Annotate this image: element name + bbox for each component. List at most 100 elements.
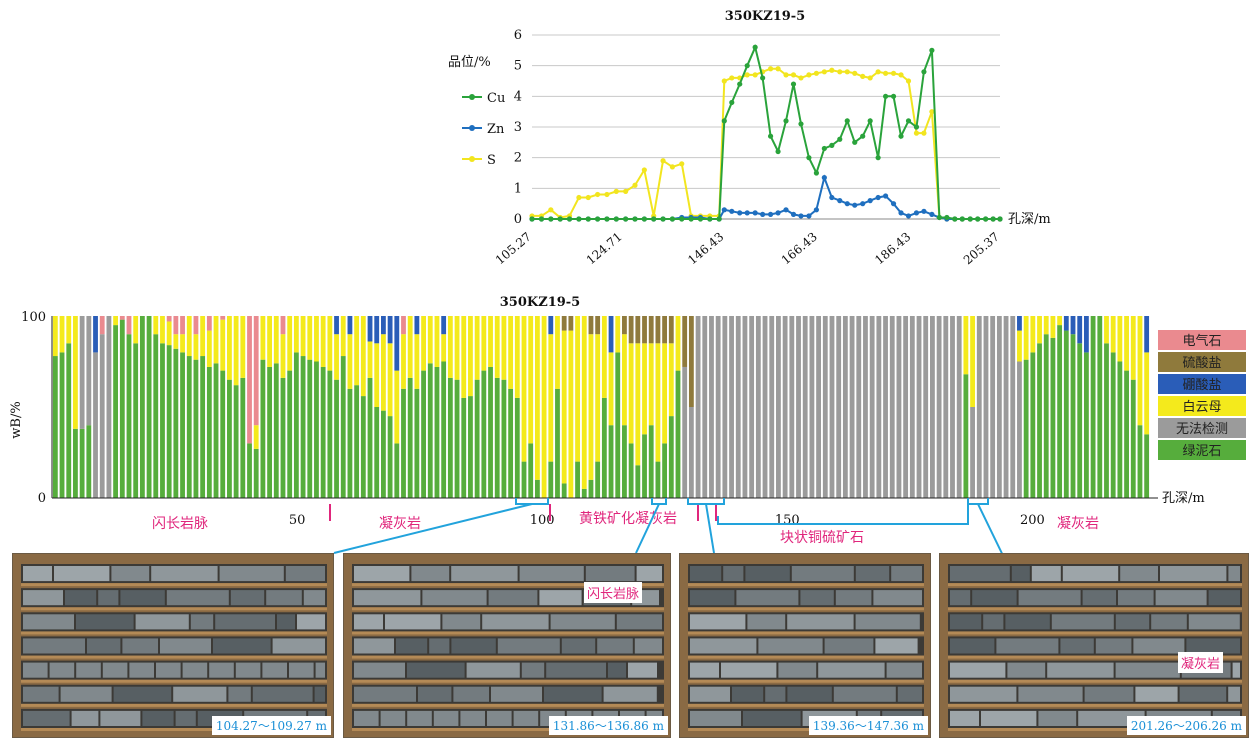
line-chart-x-tick-label: 166.43 xyxy=(779,230,820,268)
bar-segment-muscovite xyxy=(468,316,473,397)
core-tray-divider xyxy=(352,728,664,731)
bar-segment-borate xyxy=(1063,316,1069,331)
core-piece xyxy=(135,614,189,630)
bar-segment-muscovite xyxy=(307,316,313,360)
bar-segment-undetectable xyxy=(869,316,875,498)
data-point-s xyxy=(898,72,904,78)
bar-segment-muscovite xyxy=(1037,316,1042,344)
data-point-zn xyxy=(890,201,897,207)
data-point-cu xyxy=(697,216,704,222)
bar-segment-undetectable xyxy=(702,316,708,498)
photo-connector-1 xyxy=(333,503,533,554)
core-piece xyxy=(487,710,512,726)
data-point-zn xyxy=(844,201,850,207)
core-piece xyxy=(175,710,196,726)
bar-segment-muscovite xyxy=(334,334,339,380)
bar-segment-muscovite xyxy=(1023,316,1029,360)
data-point-cu xyxy=(679,216,685,222)
data-point-cu xyxy=(898,133,904,139)
bar-chart-x-tick-label: 50 xyxy=(289,513,306,528)
bar-segment-muscovite xyxy=(73,316,78,429)
bar-segment-muscovite xyxy=(1043,316,1049,335)
core-piece xyxy=(76,614,134,630)
bar-segment-muscovite xyxy=(601,316,607,398)
bar-segment-chlorite xyxy=(401,388,406,498)
data-point-s xyxy=(623,188,629,194)
data-point-cu xyxy=(975,216,981,222)
line-chart-x-tick-label: 186.43 xyxy=(872,230,913,268)
core-piece xyxy=(433,710,459,726)
bar-segment-chlorite xyxy=(434,366,440,498)
bar-segment-undetectable xyxy=(856,316,862,498)
data-point-cu xyxy=(529,216,535,222)
core-piece xyxy=(891,566,922,582)
bar-segment-chlorite xyxy=(327,370,333,498)
data-point-s xyxy=(729,75,735,81)
depth-bracket-1 xyxy=(515,498,549,505)
core-tray-divider xyxy=(948,607,1242,611)
core-piece xyxy=(315,662,325,678)
core-piece xyxy=(608,662,626,678)
data-point-zn xyxy=(882,193,889,199)
bar-segment-muscovite xyxy=(153,316,159,335)
bar-segment-borate xyxy=(334,316,339,335)
bar-segment-chlorite xyxy=(260,359,266,498)
bar-segment-borate xyxy=(414,316,420,335)
core-piece xyxy=(1018,590,1081,606)
core-piece xyxy=(787,614,854,630)
bar-segment-muscovite xyxy=(327,316,333,371)
core-piece xyxy=(182,662,208,678)
bar-segment-undetectable xyxy=(729,316,734,498)
data-point-s xyxy=(548,207,554,213)
core-piece xyxy=(950,638,995,654)
core-piece xyxy=(219,566,284,582)
core-piece xyxy=(151,566,218,582)
core-piece xyxy=(49,662,75,678)
bar-segment-chlorite xyxy=(1104,343,1109,498)
bar-segment-muscovite xyxy=(970,316,975,407)
core-piece xyxy=(950,710,979,726)
bar-segment-chlorite xyxy=(139,316,145,498)
bar-chart-y-tick-label: 0 xyxy=(38,491,46,506)
bar-segment-chlorite xyxy=(307,359,313,498)
data-point-zn xyxy=(852,202,858,208)
data-point-cu xyxy=(882,93,889,99)
bar-segment-chlorite xyxy=(534,479,540,498)
bar-segment-chlorite xyxy=(394,443,400,498)
bar-segment-chlorite xyxy=(1077,343,1083,498)
depth-bracket-2 xyxy=(651,498,667,505)
data-point-cu xyxy=(990,216,996,222)
core-piece xyxy=(100,710,141,726)
data-point-zn xyxy=(744,210,750,216)
bar-segment-muscovite xyxy=(180,334,185,353)
core-piece xyxy=(451,566,518,582)
data-point-zn xyxy=(790,211,797,217)
bar-segment-chlorite xyxy=(588,479,594,498)
core-piece xyxy=(173,686,227,702)
bar-segment-borate xyxy=(608,316,614,353)
bar-segment-chlorite xyxy=(186,356,192,498)
bar-segment-chlorite xyxy=(514,397,520,498)
data-point-zn xyxy=(737,210,743,216)
bar-chart-y-axis-label: wB/% xyxy=(9,401,24,438)
bar-segment-chlorite xyxy=(86,425,92,498)
bar-chart-x-tick-label: 150 xyxy=(775,513,800,528)
bar-segment-muscovite xyxy=(541,316,547,498)
bar-segment-muscovite xyxy=(1110,316,1116,353)
data-point-s xyxy=(882,70,889,76)
core-piece xyxy=(289,662,314,678)
data-point-cu xyxy=(837,136,843,142)
core-piece xyxy=(1186,638,1240,654)
bar-segment-muscovite xyxy=(481,316,487,371)
bar-segment-undetectable xyxy=(755,316,761,498)
lithology-zone-label: 凝灰岩 xyxy=(1057,516,1099,532)
core-piece xyxy=(585,566,635,582)
bar-segment-borate xyxy=(1144,316,1150,353)
bar-segment-muscovite xyxy=(963,316,969,375)
core-piece xyxy=(855,614,920,630)
core-piece xyxy=(1095,638,1132,654)
core-piece xyxy=(190,614,214,630)
bar-segment-chlorite xyxy=(206,366,212,498)
data-point-cu xyxy=(557,216,563,222)
bar-segment-sulfate xyxy=(682,316,688,367)
